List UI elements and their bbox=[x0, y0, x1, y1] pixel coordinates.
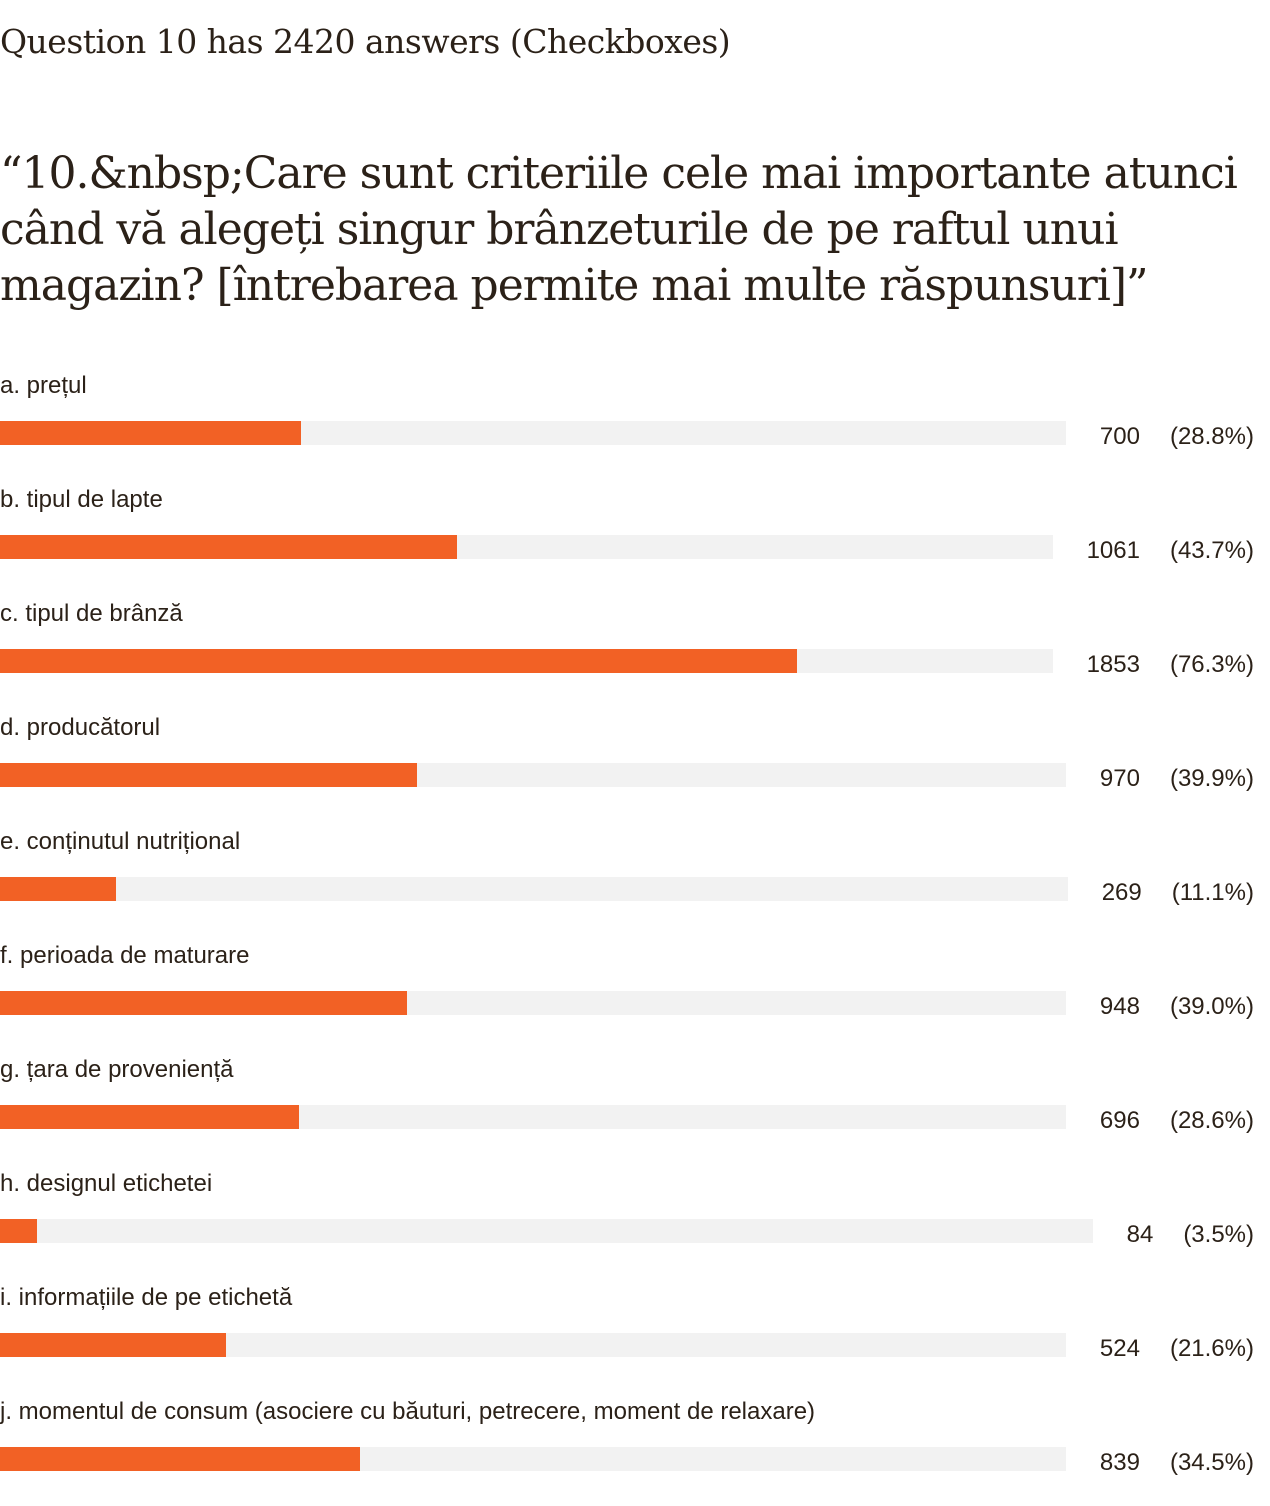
answer-stats: 948 (39.0%) bbox=[1100, 993, 1254, 1021]
bar-fill bbox=[0, 763, 417, 787]
answer-percent: (11.1%) bbox=[1171, 879, 1254, 906]
bar-track bbox=[0, 421, 1066, 445]
answer-count: 524 bbox=[1099, 1335, 1140, 1362]
answer-count: 1061 bbox=[1086, 537, 1140, 564]
answer-stats: 1061 (43.7%) bbox=[1087, 537, 1254, 565]
answer-count: 970 bbox=[1099, 765, 1140, 792]
bar-fill bbox=[0, 649, 797, 673]
answer-percent: (43.7%) bbox=[1169, 537, 1254, 564]
answer-row: d. producătorul 970 (39.9%) bbox=[0, 708, 1270, 822]
answer-count: 84 bbox=[1126, 1221, 1154, 1248]
answer-count-summary: Question 10 has 2420 answers (Checkboxes… bbox=[0, 22, 731, 61]
answer-count: 700 bbox=[1099, 423, 1140, 450]
answer-label: g. țara de proveniență bbox=[0, 1056, 234, 1083]
answer-stats: 1853 (76.3%) bbox=[1087, 651, 1254, 679]
answer-row: c. tipul de brânză 1853 (76.3%) bbox=[0, 594, 1270, 708]
answer-count: 269 bbox=[1101, 879, 1142, 906]
answer-row: h. designul etichetei 84 (3.5%) bbox=[0, 1164, 1270, 1278]
bar-track bbox=[0, 1447, 1066, 1471]
answer-percent: (76.3%) bbox=[1169, 651, 1254, 678]
answer-count: 948 bbox=[1099, 993, 1140, 1020]
answer-stats: 700 (28.8%) bbox=[1100, 423, 1254, 451]
answer-row: i. informațiile de pe etichetă 524 (21.6%) bbox=[0, 1278, 1270, 1392]
bar-track bbox=[0, 649, 1053, 673]
answer-percent: (3.5%) bbox=[1183, 1221, 1254, 1248]
answer-count: 839 bbox=[1099, 1449, 1140, 1476]
answer-row: f. perioada de maturare 948 (39.0%) bbox=[0, 936, 1270, 1050]
bar-track bbox=[0, 991, 1066, 1015]
answer-label: f. perioada de maturare bbox=[0, 942, 250, 969]
answer-label: i. informațiile de pe etichetă bbox=[0, 1284, 293, 1311]
bar-chart: a. prețul 700 (28.8%) b. tipul de lapte 1061… bbox=[0, 366, 1270, 1506]
answer-count: 1853 bbox=[1086, 651, 1140, 678]
answer-row: g. țara de proveniență 696 (28.6%) bbox=[0, 1050, 1270, 1164]
bar-fill bbox=[0, 991, 407, 1015]
answer-stats: 269 (11.1%) bbox=[1102, 879, 1254, 907]
answer-label: a. prețul bbox=[0, 372, 87, 399]
answer-percent: (39.9%) bbox=[1169, 765, 1254, 792]
bar-fill bbox=[0, 421, 301, 445]
answer-row: a. prețul 700 (28.8%) bbox=[0, 366, 1270, 480]
answer-percent: (28.8%) bbox=[1169, 423, 1254, 450]
bar-track bbox=[0, 1219, 1093, 1243]
answer-stats: 524 (21.6%) bbox=[1100, 1335, 1254, 1363]
bar-track bbox=[0, 1333, 1066, 1357]
bar-fill bbox=[0, 1333, 226, 1357]
answer-row: j. momentul de consum (asociere cu băutu… bbox=[0, 1392, 1270, 1506]
bar-fill bbox=[0, 535, 457, 559]
bar-track bbox=[0, 1105, 1066, 1129]
answer-stats: 970 (39.9%) bbox=[1100, 765, 1254, 793]
answer-label: j. momentul de consum (asociere cu băutu… bbox=[0, 1398, 816, 1425]
answer-row: e. conținutul nutrițional 269 (11.1%) bbox=[0, 822, 1270, 936]
bar-track bbox=[0, 535, 1053, 559]
answer-row: b. tipul de lapte 1061 (43.7%) bbox=[0, 480, 1270, 594]
bar-track bbox=[0, 763, 1066, 787]
bar-fill bbox=[0, 1219, 37, 1243]
question-title: “10.&nbsp;Care sunt criteriile cele mai … bbox=[0, 148, 1238, 311]
answer-percent: (39.0%) bbox=[1169, 993, 1254, 1020]
answer-percent: (34.5%) bbox=[1169, 1449, 1254, 1476]
answer-percent: (21.6%) bbox=[1169, 1335, 1254, 1362]
answer-percent: (28.6%) bbox=[1169, 1107, 1254, 1134]
answer-label: h. designul etichetei bbox=[0, 1170, 213, 1197]
answer-stats: 84 (3.5%) bbox=[1127, 1221, 1254, 1249]
answer-stats: 839 (34.5%) bbox=[1100, 1449, 1254, 1477]
bar-fill bbox=[0, 1447, 360, 1471]
answer-stats: 696 (28.6%) bbox=[1100, 1107, 1254, 1135]
bar-fill bbox=[0, 1105, 299, 1129]
answer-label: e. conținutul nutrițional bbox=[0, 828, 241, 855]
bar-fill bbox=[0, 877, 116, 901]
answer-label: d. producătorul bbox=[0, 714, 161, 741]
answer-count: 696 bbox=[1099, 1107, 1140, 1134]
answer-label: b. tipul de lapte bbox=[0, 486, 163, 513]
bar-track bbox=[0, 877, 1068, 901]
answer-label: c. tipul de brânză bbox=[0, 600, 183, 627]
